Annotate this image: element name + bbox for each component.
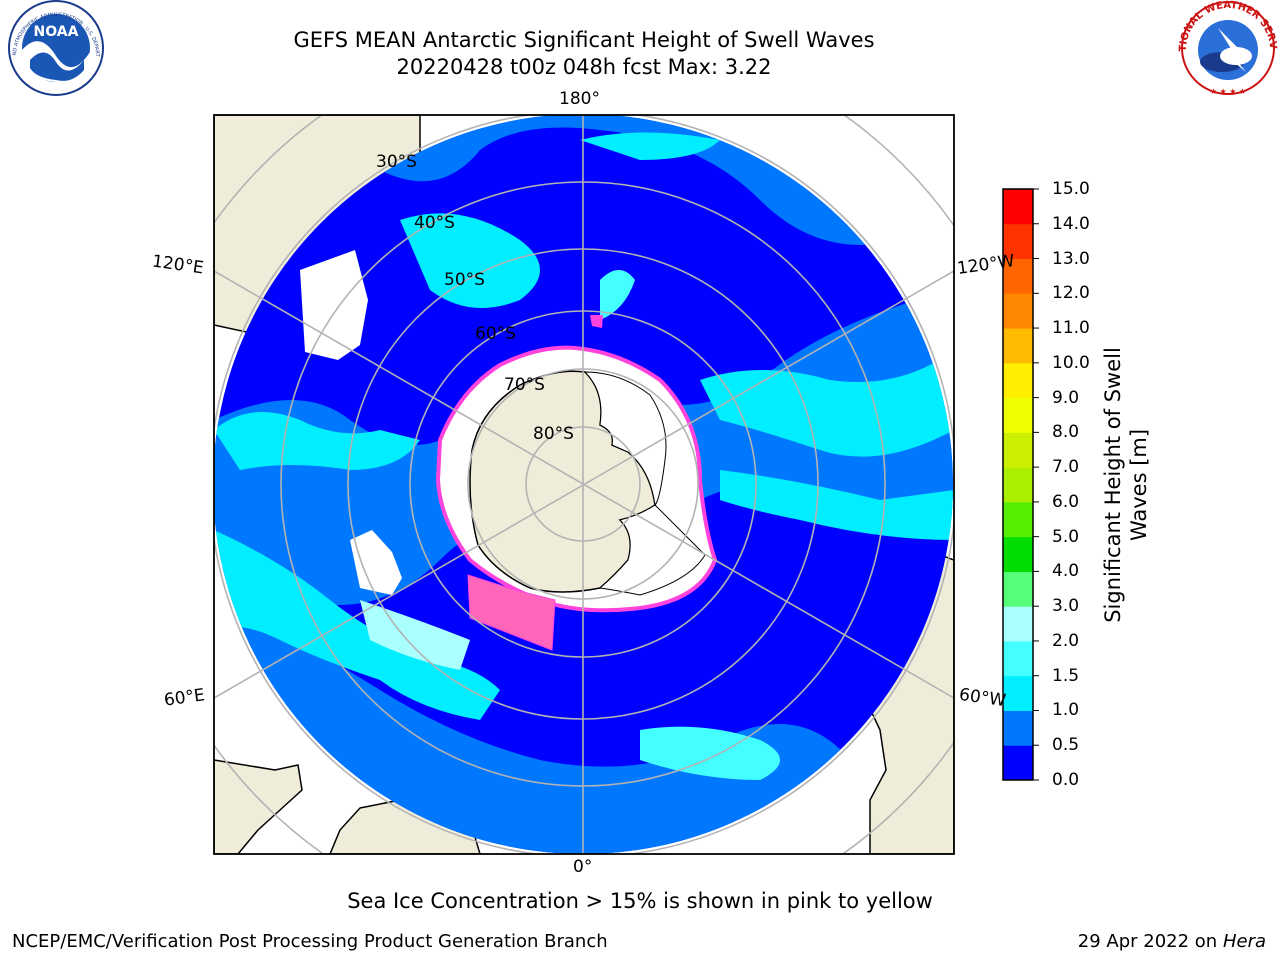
lat-label-30s: 30°S [376, 152, 417, 172]
colorbar-tick-label: 15.0 [1052, 179, 1090, 199]
nws-ring-text: NATIONAL WEATHER SERVICE [0, 0, 1278, 52]
colorbar-tick-label: 14.0 [1052, 213, 1090, 234]
colorbar-bin [1003, 571, 1033, 607]
footer-branch: NCEP/EMC/Verification Post Processing Pr… [12, 931, 608, 952]
colorbar-bin [1003, 328, 1033, 364]
colorbar-tick-label: 3.0 [1052, 596, 1080, 617]
lat-label-40s: 40°S [414, 213, 455, 233]
colorbar-tick-label: 11.0 [1052, 318, 1090, 339]
colorbar-title-line2: Waves [m] [1127, 428, 1151, 542]
footer-host: Hera [1222, 931, 1266, 952]
colorbar-bin [1003, 606, 1033, 642]
colorbar-bin [1003, 223, 1033, 260]
forecast-subtitle: 20220428 t00z 048h fcst Max: 3.22 [396, 55, 772, 79]
noaa-logo-text: NOAA [34, 24, 79, 40]
colorbar-title-line1: Significant Height of Swell [1101, 347, 1125, 623]
colorbar-tick-label: 6.0 [1052, 491, 1080, 512]
colorbar-tick-label: 0.0 [1052, 770, 1080, 790]
colorbar-tick-label: 1.0 [1052, 700, 1080, 721]
colorbar-tick-label: 2.0 [1052, 630, 1080, 651]
colorbar-bin [1003, 536, 1033, 572]
colorbar-tick-label: 8.0 [1052, 422, 1080, 443]
graticule [214, 115, 954, 854]
colorbar [1002, 188, 1039, 781]
footer-date-text: 29 Apr 2022 on [1077, 931, 1223, 952]
swell-height-map [214, 115, 954, 854]
colorbar-tick-label: 0.5 [1052, 735, 1080, 756]
svg-text:★ ★ ★ ★: ★ ★ ★ ★ [1210, 87, 1246, 96]
colorbar-tick-label: 12.0 [1052, 283, 1090, 304]
colorbar-bin [1003, 675, 1033, 711]
colorbar-bin [1003, 293, 1033, 329]
colorbar-bin [1003, 189, 1033, 225]
colorbar-bin [1003, 467, 1033, 503]
lat-label-50s: 50°S [444, 270, 485, 290]
lon-label-0: 0° [573, 857, 593, 877]
colorbar-tick-label: 5.0 [1052, 526, 1080, 547]
colorbar-bin [1003, 362, 1033, 399]
lat-label-60s: 60°S [475, 324, 516, 344]
colorbar-bin [1003, 501, 1033, 538]
sea-ice-caption: Sea Ice Concentration > 15% is shown in … [347, 889, 933, 913]
colorbar-tick-label: 9.0 [1052, 387, 1080, 408]
lon-label-180: 180° [559, 89, 600, 109]
colorbar-bin [1003, 432, 1033, 468]
colorbar-bin [1003, 397, 1033, 433]
map-frame [213, 114, 955, 855]
colorbar-tick-label: 13.0 [1052, 248, 1090, 269]
colorbar-bin [1003, 640, 1033, 677]
colorbar-tick-label: 1.5 [1052, 665, 1080, 686]
lat-label-70s: 70°S [504, 375, 545, 395]
colorbar-bin [1003, 710, 1033, 746]
noaa-logo-icon: NOAA NATIONAL OCEANIC AND ATMOSPHERIC AD… [0, 0, 104, 96]
colorbar-tick-label: 4.0 [1052, 561, 1080, 582]
svg-text:NATIONAL WEATHER SERVICE: NATIONAL WEATHER SERVICE [0, 0, 1278, 52]
footer-date: 29 Apr 2022 on Hera [1078, 931, 1266, 952]
colorbar-tick-label: 10.0 [1052, 352, 1090, 373]
nws-logo-icon: NATIONAL WEATHER SERVICE ★ ★ ★ ★ [0, 0, 1278, 96]
colorbar-bin [1003, 745, 1033, 781]
chart-title: GEFS MEAN Antarctic Significant Height o… [293, 28, 875, 52]
colorbar-tick-label: 7.0 [1052, 457, 1080, 478]
colorbar-bin [1003, 258, 1033, 294]
lat-label-80s: 80°S [533, 424, 574, 444]
